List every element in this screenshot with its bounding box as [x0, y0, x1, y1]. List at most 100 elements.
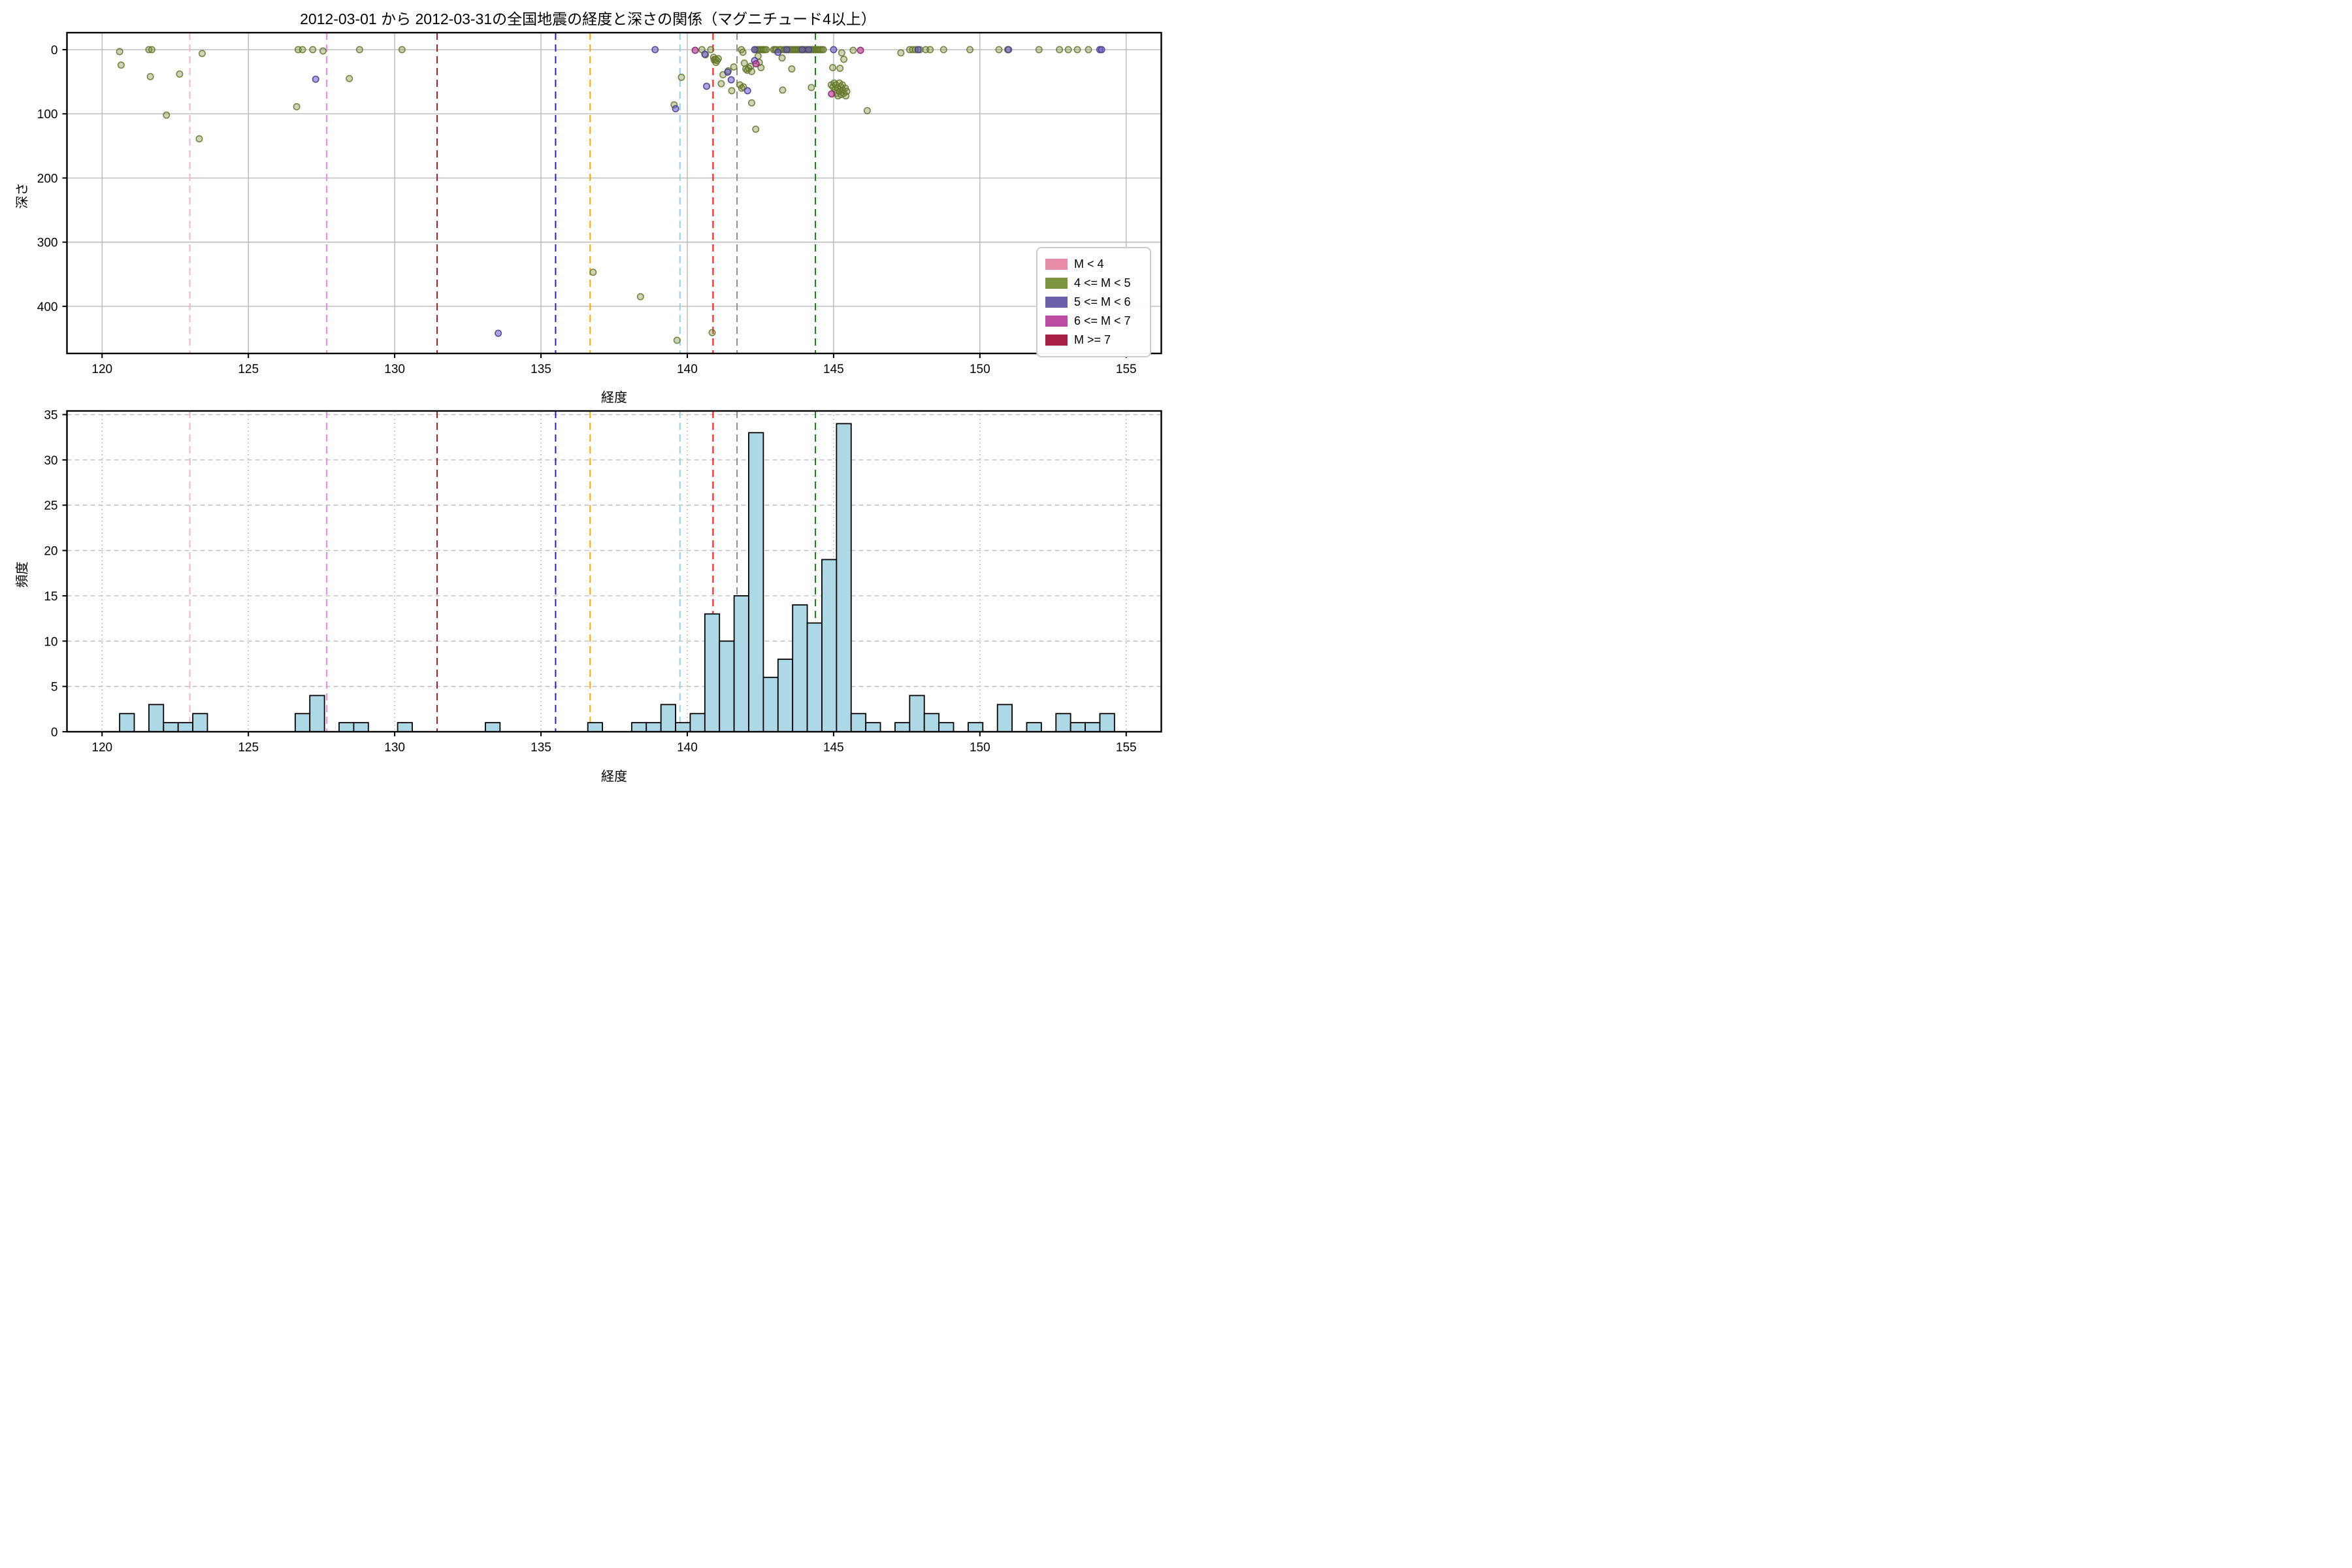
scatter-point	[798, 46, 806, 54]
legend-item-5: M >= 7	[1045, 331, 1142, 350]
scatter-point	[774, 48, 782, 56]
legend: M < 4 4 <= M < 5 5 <= M < 6 6 <= M < 7 M >= …	[1036, 247, 1151, 357]
scatter-point	[751, 46, 759, 54]
scatter-point	[747, 67, 755, 75]
scatter-point	[1098, 46, 1105, 54]
scatter-point	[819, 46, 827, 54]
hist-bar	[630, 722, 647, 732]
y-tick-label: 5	[51, 681, 58, 694]
scatter-point	[116, 48, 123, 56]
legend-label: 6 <= M < 7	[1074, 314, 1131, 327]
y-tick-label: 0	[51, 44, 58, 57]
y-tick-label: 15	[44, 590, 57, 604]
x-tick-label: 130	[384, 741, 405, 755]
hist-bar	[675, 722, 691, 732]
scatter-point	[926, 46, 934, 54]
scatter-point	[752, 60, 760, 68]
hist-bar	[996, 704, 1013, 732]
scatter-point	[863, 106, 871, 114]
x-tick-label: 155	[1116, 741, 1137, 755]
scatter-point	[293, 103, 301, 110]
scatter-point	[319, 47, 327, 55]
legend-swatch	[1045, 316, 1068, 327]
hist-bar	[792, 604, 808, 732]
legend-label: M < 4	[1074, 257, 1104, 270]
legend-item-4: 6 <= M < 7	[1045, 312, 1142, 331]
scatter-point	[678, 73, 685, 81]
scatter-point	[708, 329, 716, 336]
legend-swatch	[1045, 259, 1068, 270]
scatter-point	[1035, 46, 1043, 54]
y-tick-label: 20	[44, 545, 57, 559]
hist-bar	[689, 713, 706, 732]
y-tick-label: 0	[51, 726, 58, 740]
hist-bar	[836, 423, 852, 732]
x-tick-label: 155	[1116, 363, 1137, 376]
hist-bar	[192, 713, 208, 732]
scatter-point	[743, 87, 751, 95]
legend-swatch	[1045, 278, 1068, 289]
scatter-plot: 120 125 130 135 140 145 150 155 0 100 200 300 400	[37, 31, 1162, 376]
scatter-point	[724, 68, 732, 76]
top-y-axis-label: 深さ	[15, 182, 30, 209]
scatter-point	[636, 293, 644, 301]
x-tick-label: 150	[970, 363, 990, 376]
hist-bar	[177, 722, 193, 732]
y-tick-label: 400	[37, 301, 58, 314]
hist-bar	[821, 559, 838, 732]
hist-bar	[806, 622, 823, 732]
scatter-point	[195, 135, 203, 143]
scatter-point	[838, 49, 845, 57]
scatter-point	[312, 75, 319, 83]
hist-bar	[850, 713, 867, 732]
scatter-point	[808, 84, 815, 91]
scatter-point	[752, 125, 760, 133]
scatter-point	[355, 46, 363, 54]
figure: 120 125 130 135 140 145 150 155 0 100 200 300 400 120…	[0, 0, 1176, 784]
scatter-point	[707, 46, 715, 54]
scatter-point	[1064, 46, 1072, 54]
scatter-point	[914, 46, 922, 54]
hist-bar	[865, 722, 881, 732]
scatter-point	[843, 88, 851, 95]
hist-bar	[309, 694, 325, 732]
scatter-point	[897, 49, 905, 57]
legend-swatch	[1045, 297, 1068, 308]
scatter-point	[739, 48, 747, 56]
hist-bar	[894, 722, 911, 732]
hist-bar	[485, 722, 501, 732]
hist-bar	[119, 713, 135, 732]
scatter-point	[747, 99, 755, 107]
scatter-point	[788, 65, 796, 73]
figure-title: 2012-03-01 から 2012-03-31の全国地震の経度と深さの関係（マ…	[300, 10, 876, 27]
plot-background	[67, 411, 1162, 732]
scatter-point	[714, 55, 722, 63]
plot-background	[67, 33, 1162, 353]
scatter-point	[779, 86, 787, 94]
hist-bar	[163, 722, 179, 732]
x-tick-label: 145	[823, 363, 844, 376]
hist-bar	[762, 676, 779, 732]
hist-bar	[1026, 722, 1042, 732]
chart-canvas: 120 125 130 135 140 145 150 1550100200300400120…	[37, 31, 1162, 755]
hist-bar	[748, 432, 764, 732]
y-tick-label: 100	[37, 108, 58, 122]
legend-label: M >= 7	[1074, 333, 1111, 346]
scatter-point	[163, 111, 171, 119]
legend-item-2: 4 <= M < 5	[1045, 274, 1142, 293]
hist-bar	[645, 722, 662, 732]
hist-bar	[1085, 722, 1101, 732]
hist-bar	[1099, 713, 1115, 732]
scatter-point	[727, 76, 735, 84]
x-tick-label: 135	[531, 363, 551, 376]
y-tick-label: 10	[44, 635, 57, 649]
x-tick-label: 125	[238, 363, 259, 376]
scatter-point	[995, 46, 1003, 54]
y-tick-label: 35	[44, 409, 57, 423]
x-tick-label: 140	[677, 363, 698, 376]
hist-bar	[938, 722, 955, 732]
legend-label: 5 <= M < 6	[1074, 295, 1131, 308]
scatter-point	[740, 59, 748, 67]
scatter-point	[829, 64, 837, 72]
hist-bar	[704, 613, 721, 732]
